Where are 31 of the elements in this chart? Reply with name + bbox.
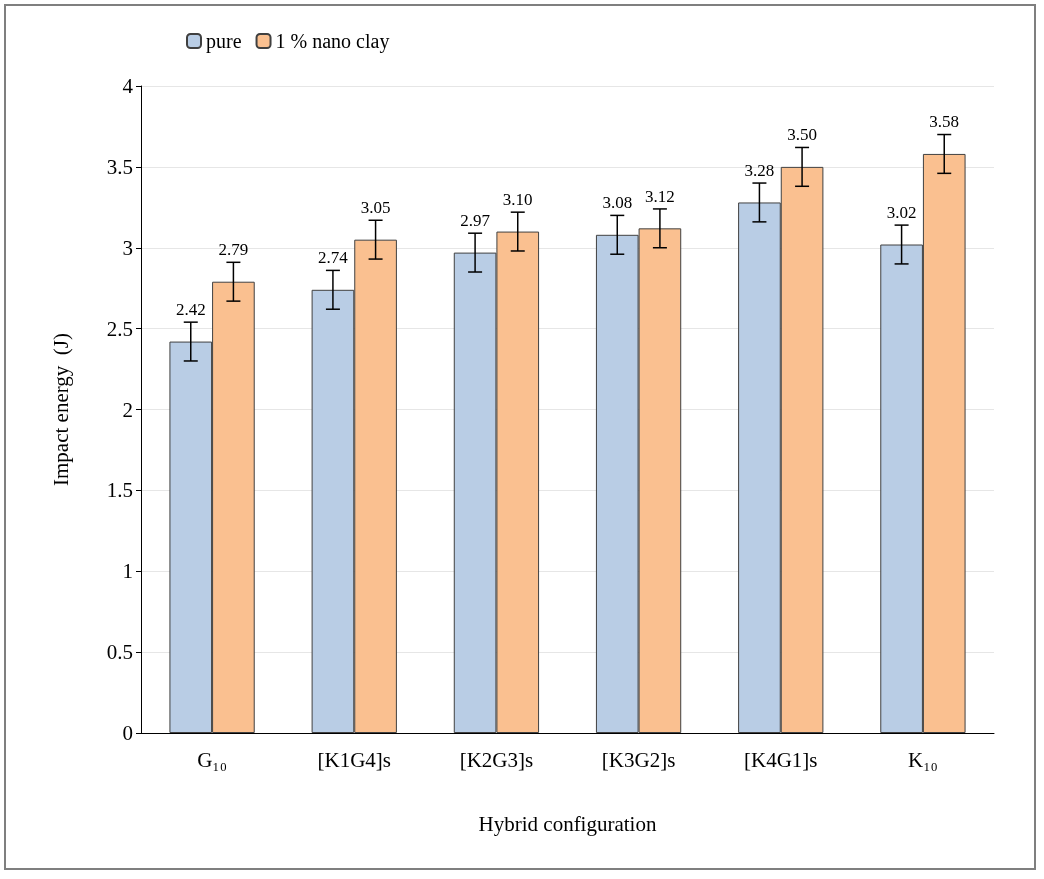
y-tick-label: 0.5	[106, 640, 133, 665]
data-label: 3.02	[886, 202, 917, 222]
y-tick-label: 2.5	[106, 316, 133, 341]
x-axis-title: Hybrid configuration	[478, 811, 657, 836]
y-tick-label: 1.5	[106, 478, 133, 503]
data-label: 2.74	[318, 248, 349, 268]
data-label: 2.79	[218, 240, 249, 260]
y-tick-label: 0	[122, 721, 133, 745]
x-tick-label: [K4G1]s	[744, 747, 818, 772]
data-label: 2.42	[175, 300, 206, 320]
y-tick-label: 2	[122, 397, 133, 422]
x-tick-label: [K2G3]s	[459, 747, 534, 772]
y-tick-label: 1	[122, 559, 133, 584]
x-tick-label: [K3G2]s	[601, 747, 676, 772]
legend-label: pure	[206, 30, 242, 53]
data-label: 3.12	[645, 186, 675, 206]
data-label: 3.50	[787, 125, 817, 145]
y-tick-label: 3	[122, 235, 133, 260]
data-label: 3.58	[929, 112, 960, 132]
y-axis-title: Impact energy (J)	[48, 333, 73, 486]
data-label: 3.08	[602, 193, 633, 213]
legend-label: 1 % nano clay	[275, 30, 390, 53]
x-tick-label: [K1G4]s	[317, 747, 391, 772]
x-tick-label: K₁₀	[908, 747, 938, 772]
data-label: 3.10	[502, 190, 533, 210]
data-label: 3.28	[744, 160, 775, 180]
y-tick-label: 4	[122, 74, 134, 98]
data-label: 2.97	[460, 211, 491, 231]
x-tick-label: G₁₀	[197, 747, 227, 772]
y-tick-label: 3.5	[106, 154, 133, 179]
data-label: 3.05	[360, 198, 391, 218]
